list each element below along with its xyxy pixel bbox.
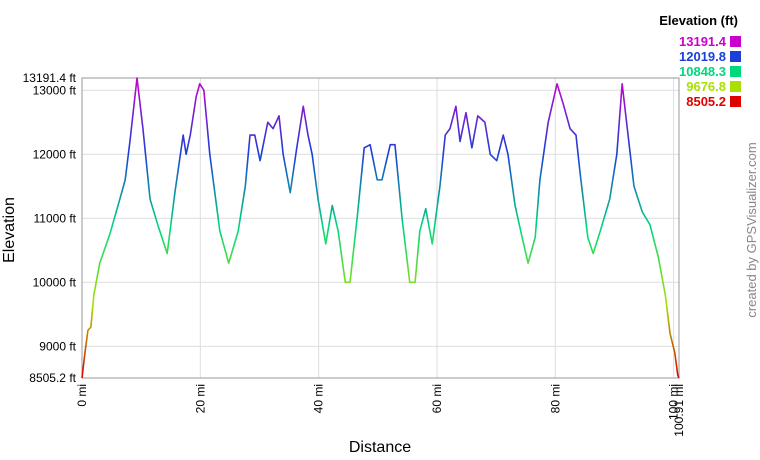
y-tick-label: 9000 ft [39, 339, 76, 353]
legend-label: 10848.3 [679, 64, 726, 79]
x-tick-label: 60 mi [430, 384, 444, 413]
legend-swatch [730, 81, 741, 92]
legend-swatch [730, 96, 741, 107]
y-axis-title: Elevation [1, 197, 18, 263]
y-tick-label: 12000 ft [33, 147, 77, 161]
legend-label: 9676.8 [686, 79, 726, 94]
credit: created by GPSVisualizer.com [744, 142, 759, 317]
x-tick-label: 40 mi [312, 384, 326, 413]
legend-label: 13191.4 [679, 34, 727, 49]
legend-swatch [730, 51, 741, 62]
y-tick-label: 13000 ft [33, 83, 77, 97]
elevation-line [81, 77, 680, 379]
x-tick-label: 0 mi [75, 384, 89, 407]
legend-label: 12019.8 [679, 49, 726, 64]
legend-swatch [730, 66, 741, 77]
y-tick-label: 10000 ft [33, 275, 77, 289]
y-tick-label: 13191.4 ft [23, 71, 77, 85]
x-tick-label: 100.91 mi [672, 384, 686, 437]
x-tick-label: 80 mi [548, 384, 562, 413]
legend-label: 8505.2 [686, 94, 726, 109]
y-tick-label: 8505.2 ft [29, 371, 76, 385]
y-tick-label: 11000 ft [34, 211, 77, 225]
x-axis-title: Distance [349, 439, 411, 456]
x-tick-label: 100 mi [667, 384, 681, 420]
legend-title: Elevation (ft) [659, 13, 738, 28]
plot-frame [81, 77, 680, 379]
legend-swatch [730, 36, 741, 47]
x-tick-label: 20 mi [193, 384, 207, 413]
